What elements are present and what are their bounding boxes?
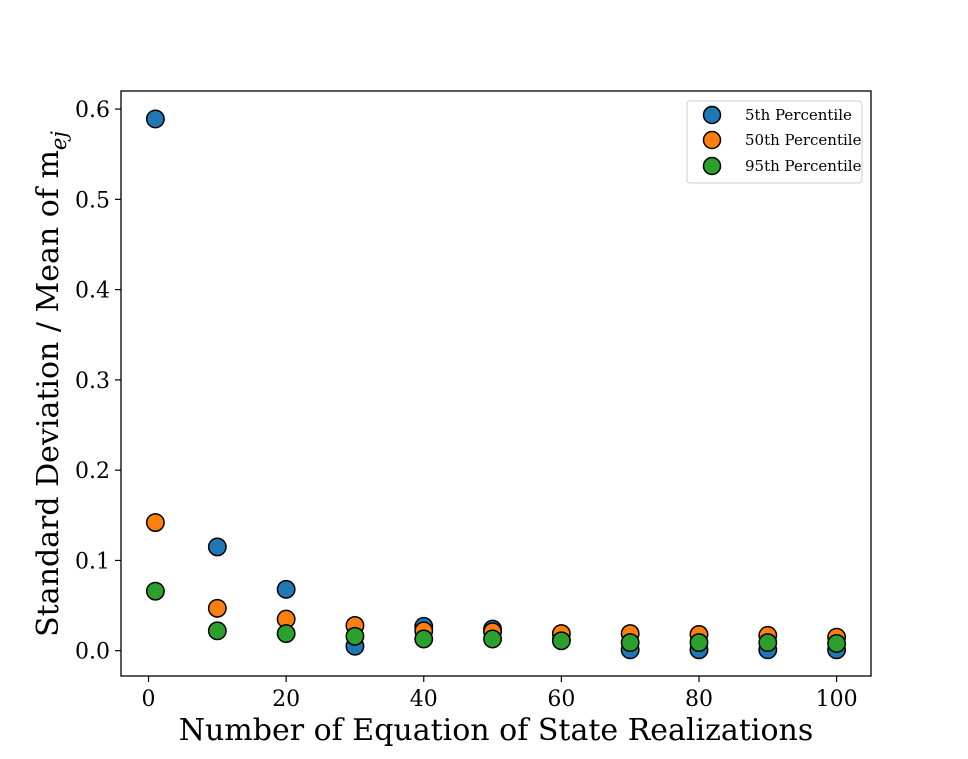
y-axis-label: Standard Deviation / Mean of mej xyxy=(31,131,71,637)
legend: 5th Percentile 50th Percentile 95th Perc… xyxy=(686,100,863,184)
data-point xyxy=(276,579,296,599)
legend-label-95th-percentile: 95th Percentile xyxy=(745,157,862,175)
x-tick-label: 60 xyxy=(547,687,575,712)
series-2 xyxy=(145,581,847,653)
y-axis-label-main: Standard Deviation / Mean of m xyxy=(31,150,66,637)
legend-marker-95th-percentile xyxy=(702,156,722,176)
legend-label-50th-percentile: 50th Percentile xyxy=(745,131,862,149)
x-tick-label: 100 xyxy=(816,687,858,712)
legend-box xyxy=(686,100,863,184)
y-tick-label: 0.5 xyxy=(75,188,110,213)
x-tick-label: 0 xyxy=(142,687,156,712)
data-point xyxy=(758,633,778,653)
y-tick-label: 0.3 xyxy=(75,369,110,394)
data-point xyxy=(207,598,227,618)
data-point xyxy=(276,624,296,644)
data-point xyxy=(483,629,503,649)
data-point xyxy=(145,109,165,129)
y-axis-label-subscript: ej xyxy=(47,131,71,150)
data-point xyxy=(207,621,227,641)
x-axis-label: Number of Equation of State Realizations xyxy=(179,713,814,748)
marks-layer xyxy=(145,109,847,660)
x-tick-label: 20 xyxy=(272,687,300,712)
data-point xyxy=(145,513,165,532)
y-tick-label: 0.6 xyxy=(75,98,110,123)
data-point xyxy=(551,631,571,651)
y-tick-label: 0.0 xyxy=(75,640,110,665)
data-point xyxy=(827,634,847,653)
legend-marker-5th-percentile xyxy=(702,105,722,125)
x-tick-label: 40 xyxy=(410,687,438,712)
data-point xyxy=(145,581,165,601)
ticks-layer: 0 20 40 60 80 100 0.0 0.1 0.2 0.3 0.4 0.5 0.6 xyxy=(75,98,858,712)
data-point xyxy=(689,633,709,653)
data-point xyxy=(620,633,640,653)
data-point xyxy=(207,537,227,557)
y-tick-label: 0.2 xyxy=(75,459,110,484)
data-point xyxy=(414,629,434,649)
data-point xyxy=(345,626,365,646)
y-tick-label: 0.4 xyxy=(75,279,110,304)
x-tick-label: 80 xyxy=(685,687,713,712)
legend-label-5th-percentile: 5th Percentile xyxy=(745,106,852,124)
y-tick-label: 0.1 xyxy=(75,549,110,574)
legend-marker-50th-percentile xyxy=(702,130,722,150)
plot-frame xyxy=(120,90,872,677)
